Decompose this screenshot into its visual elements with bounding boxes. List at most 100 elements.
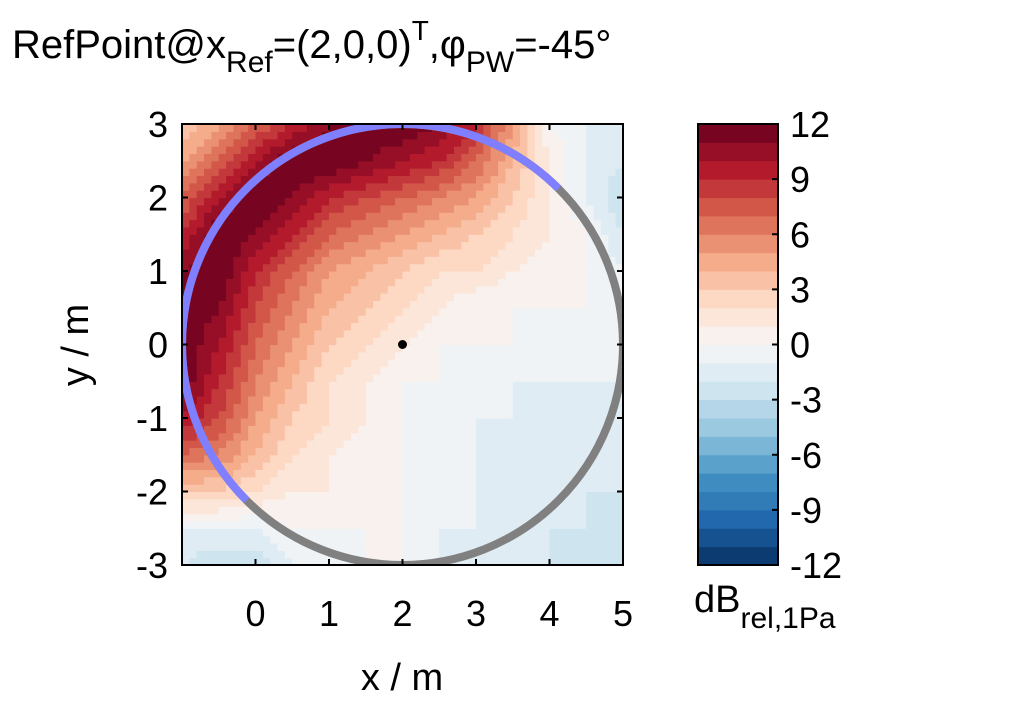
heatmap-cell [586, 241, 595, 250]
heatmap-cell [277, 388, 286, 397]
heatmap-cell [189, 484, 198, 493]
heatmap-cell [321, 293, 330, 301]
heatmap-cell [255, 124, 264, 132]
heatmap-cell [314, 263, 323, 272]
heatmap-cell [211, 344, 220, 353]
heatmap-cell [542, 395, 551, 404]
heatmap-cell [534, 542, 543, 551]
heatmap-cell [306, 373, 315, 382]
heatmap-cell [306, 491, 315, 500]
heatmap-cell [343, 381, 352, 390]
heatmap-cell [490, 248, 499, 257]
heatmap-cell [211, 197, 220, 206]
heatmap-cell [226, 182, 235, 191]
heatmap-cell [387, 388, 396, 397]
heatmap-cell [534, 153, 543, 162]
heatmap-cell [211, 138, 220, 147]
heatmap-cell [520, 315, 529, 324]
heatmap-cell [461, 248, 470, 257]
heatmap-cell [211, 182, 220, 191]
heatmap-cell [262, 403, 271, 412]
heatmap-cell [196, 498, 205, 507]
heatmap-cell [226, 381, 235, 390]
heatmap-cell [373, 528, 382, 537]
heatmap-cell [218, 432, 227, 441]
heatmap-cell [284, 271, 293, 279]
heatmap-cell [189, 248, 198, 257]
heatmap-cell [204, 124, 212, 132]
heatmap-cell [439, 395, 448, 404]
heatmap-cell [534, 256, 543, 265]
heatmap-cell [248, 190, 257, 199]
heatmap-cell [380, 381, 389, 390]
heatmap-cell [608, 204, 617, 213]
heatmap-cell [299, 403, 308, 412]
heatmap-cell [534, 351, 543, 360]
heatmap-cell [439, 212, 448, 221]
heatmap-cell [255, 226, 264, 235]
heatmap-cell [402, 153, 411, 162]
heatmap-cell [431, 373, 440, 382]
heatmap-cell [578, 124, 587, 132]
heatmap-cell [549, 234, 558, 243]
heatmap-cell [564, 182, 573, 191]
heatmap-cell [226, 234, 235, 243]
heatmap-cell [343, 168, 352, 177]
heatmap-cell [483, 197, 492, 206]
heatmap-cell [218, 322, 227, 331]
heatmap-cell [292, 124, 301, 132]
heatmap-cell [248, 160, 257, 169]
heatmap-cell [358, 432, 367, 441]
heatmap-cell [431, 359, 440, 368]
heatmap-cell [292, 256, 301, 265]
heatmap-cell [270, 285, 279, 294]
heatmap-cell [578, 410, 587, 419]
heatmap-cell [336, 153, 345, 162]
heatmap-cell [476, 491, 484, 500]
heatmap-cell [189, 498, 198, 507]
heatmap-cell [424, 146, 433, 154]
heatmap-cell [270, 425, 279, 434]
heatmap-cell [351, 476, 359, 485]
heatmap-cell [380, 506, 389, 515]
heatmap-cell [299, 550, 308, 559]
heatmap-cell [395, 131, 404, 140]
heatmap-cell [476, 351, 484, 360]
heatmap-cell [542, 557, 551, 565]
heatmap-cell [358, 403, 367, 412]
heatmap-cell [380, 542, 389, 551]
heatmap-cell [262, 329, 271, 338]
heatmap-cell [314, 153, 323, 162]
heatmap-cell [608, 190, 617, 199]
heatmap-cell [556, 197, 565, 206]
heatmap-cell [600, 271, 609, 279]
heatmap-cell [248, 204, 257, 213]
heatmap-cell [395, 366, 404, 375]
heatmap-cell [248, 469, 257, 478]
heatmap-cell [578, 491, 587, 500]
heatmap-cell [387, 271, 396, 279]
heatmap-cell [409, 263, 418, 272]
heatmap-cell [483, 491, 492, 500]
heatmap-cell [564, 285, 573, 294]
heatmap-cell [255, 263, 264, 272]
heatmap-cell [299, 307, 308, 316]
heatmap-cell [520, 513, 529, 522]
heatmap-cell [284, 476, 293, 485]
heatmap-cell [402, 293, 411, 301]
heatmap-cell [468, 447, 477, 456]
heatmap-cell [564, 131, 573, 140]
heatmap-cell [615, 182, 623, 191]
heatmap-cell [483, 476, 492, 485]
heatmap-cell [292, 263, 301, 272]
heatmap-cell [380, 454, 389, 463]
heatmap-cell [189, 315, 198, 324]
heatmap-cell [424, 542, 433, 551]
heatmap-cell [240, 484, 249, 493]
heatmap-cell [248, 440, 257, 448]
heatmap-cell [365, 293, 374, 301]
heatmap-cell [424, 234, 433, 243]
heatmap-cell [461, 432, 470, 441]
heatmap-cell [490, 131, 499, 140]
heatmap-cell [498, 344, 506, 353]
